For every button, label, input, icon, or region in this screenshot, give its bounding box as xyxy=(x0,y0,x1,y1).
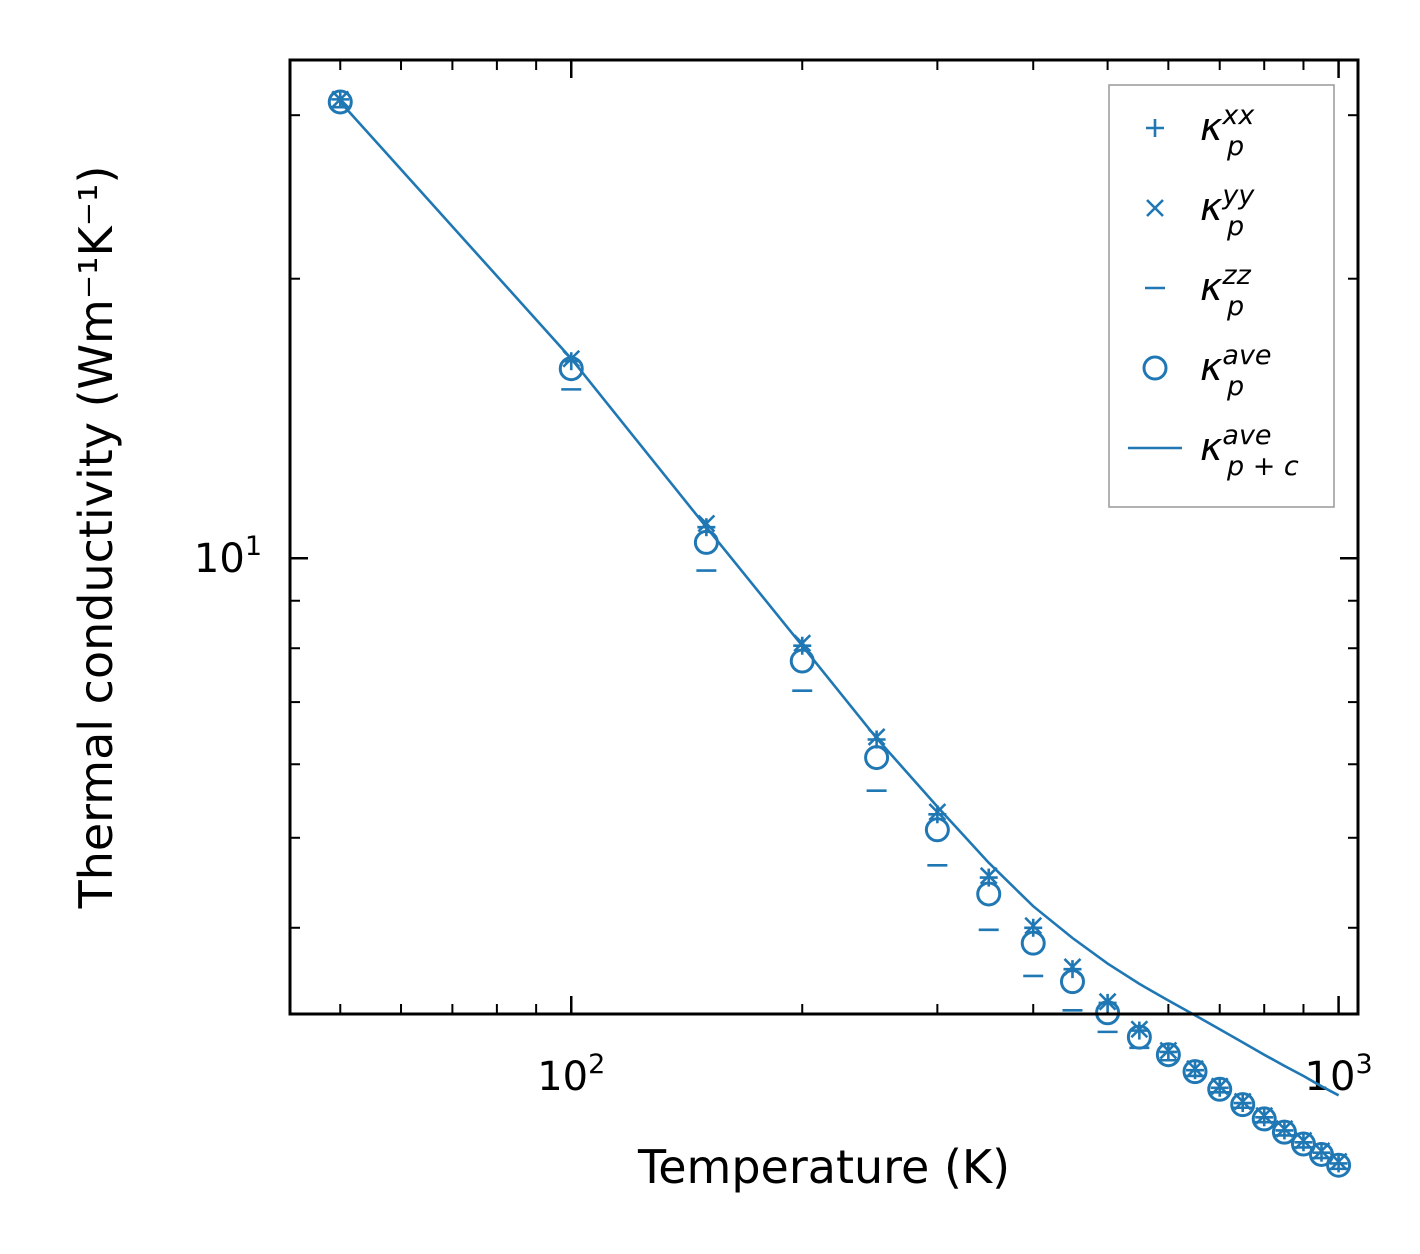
legend-label-kave: κave p xyxy=(1200,340,1272,402)
axis-ticks xyxy=(290,60,1358,1014)
data-point-kave xyxy=(1020,930,1046,956)
data-point-kave xyxy=(864,745,890,771)
x-tick-label: 103 xyxy=(1305,1049,1373,1100)
x-tick-label: 102 xyxy=(537,1049,605,1100)
data-point-kyy xyxy=(793,634,812,653)
data-point-kyy xyxy=(1130,1020,1149,1039)
legend-marker-kave xyxy=(1142,355,1168,381)
data-point-kave xyxy=(1251,1106,1277,1132)
legend-markers xyxy=(1128,119,1182,450)
data-point-kave xyxy=(1326,1152,1352,1178)
legend: κxx p κyy p κzz p κave p κave p + c xyxy=(1108,84,1335,508)
data-point-kave xyxy=(1207,1076,1233,1102)
data-point-kave xyxy=(1126,1024,1152,1050)
legend-box xyxy=(1108,84,1335,508)
y-tick-label: 101 xyxy=(194,531,262,582)
series-kzz xyxy=(330,105,1349,1171)
legend-label-kzz: κzz p xyxy=(1200,260,1252,322)
legend-labels: κxx p κyy p κzz p κave p κave p + c xyxy=(1200,100,1299,482)
y-axis-label: Thermal conductivity (Wm⁻¹K⁻¹) xyxy=(69,166,123,910)
data-point-kyy xyxy=(697,514,716,533)
series-kave_pc xyxy=(339,101,1340,1097)
data-point-kave xyxy=(924,817,950,843)
data-point-kave xyxy=(1230,1092,1256,1118)
plot-frame xyxy=(288,58,1360,1016)
data-point-kave xyxy=(976,881,1002,907)
data-point-kave xyxy=(1155,1042,1181,1068)
data-point-kave xyxy=(327,89,353,115)
legend-label-kyy: κyy p xyxy=(1200,180,1255,242)
x-axis-label: Temperature (K) xyxy=(637,1140,1010,1194)
data-point-kave xyxy=(1290,1131,1316,1157)
legend-label-kxx: κxx p xyxy=(1200,100,1255,162)
series-line-kave_pc xyxy=(339,101,1340,1097)
tick-labels: 102 103 101 xyxy=(194,531,1373,1100)
legend-label-kave_pc: κave p + c xyxy=(1200,420,1299,482)
data-point-kyy xyxy=(928,803,947,821)
data-point-kyy xyxy=(979,866,998,885)
data-point-kave xyxy=(1059,969,1085,995)
data-point-kave xyxy=(1182,1059,1208,1085)
data-point-kave xyxy=(1271,1119,1297,1145)
data-point-kyy xyxy=(1024,916,1043,935)
legend-marker-kyy xyxy=(1146,199,1164,217)
